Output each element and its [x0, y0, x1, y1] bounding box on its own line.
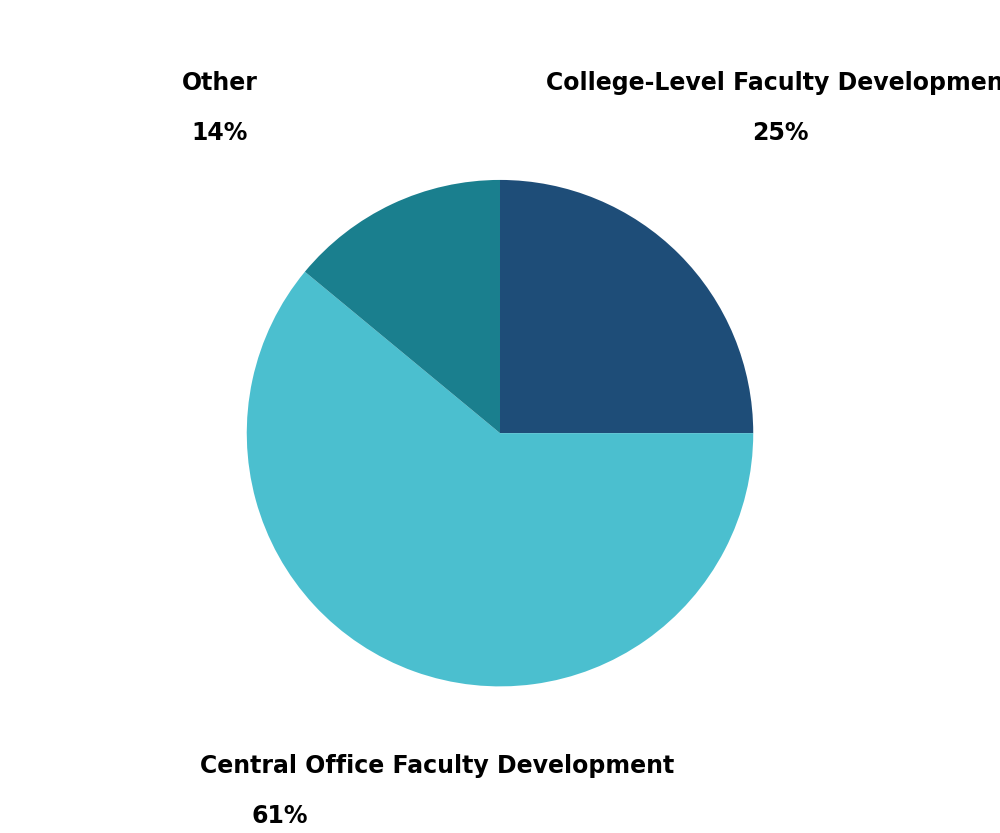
Text: College-Level Faculty Development: College-Level Faculty Development — [546, 72, 1000, 95]
Wedge shape — [500, 180, 753, 433]
Text: Central Office Faculty Development: Central Office Faculty Development — [200, 755, 674, 778]
Wedge shape — [305, 180, 500, 433]
Wedge shape — [247, 272, 753, 686]
Text: Other: Other — [182, 72, 258, 95]
Text: 14%: 14% — [192, 122, 248, 145]
Text: 25%: 25% — [752, 122, 808, 145]
Text: 61%: 61% — [252, 805, 308, 828]
